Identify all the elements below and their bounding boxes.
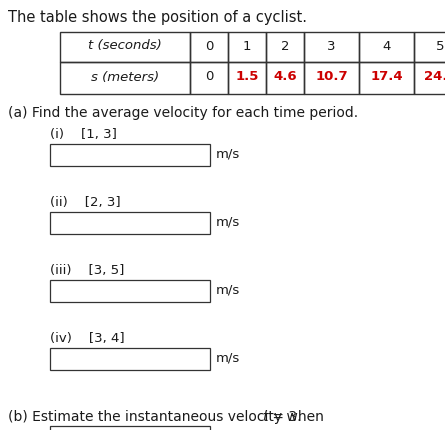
Bar xyxy=(60,62,190,94)
Bar xyxy=(266,32,304,62)
Bar xyxy=(50,348,210,370)
Text: (i)    [1, 3]: (i) [1, 3] xyxy=(50,128,117,141)
Bar xyxy=(50,144,210,166)
Text: m/s: m/s xyxy=(216,215,240,228)
Bar xyxy=(304,32,359,62)
Text: s (meters): s (meters) xyxy=(91,71,159,83)
Bar xyxy=(228,32,266,62)
Bar xyxy=(359,62,414,94)
Text: 5: 5 xyxy=(436,40,444,52)
Text: (a) Find the average velocity for each time period.: (a) Find the average velocity for each t… xyxy=(8,106,358,120)
Text: (iv)    [3, 4]: (iv) [3, 4] xyxy=(50,332,125,345)
Bar xyxy=(50,280,210,302)
Text: (b) Estimate the instantaneous velocity when: (b) Estimate the instantaneous velocity … xyxy=(8,410,328,424)
Text: (ii)    [2, 3]: (ii) [2, 3] xyxy=(50,196,121,209)
Bar xyxy=(414,62,445,94)
Text: (iii)    [3, 5]: (iii) [3, 5] xyxy=(50,264,124,277)
Text: 24.2: 24.2 xyxy=(424,71,445,83)
Bar xyxy=(50,426,210,430)
Bar xyxy=(414,32,445,62)
Bar xyxy=(50,212,210,234)
Text: 0: 0 xyxy=(205,71,213,83)
Text: 1: 1 xyxy=(243,40,251,52)
Text: 2: 2 xyxy=(281,40,289,52)
Bar xyxy=(359,32,414,62)
Bar xyxy=(266,62,304,94)
Text: 17.4: 17.4 xyxy=(370,71,403,83)
Text: t (seconds): t (seconds) xyxy=(88,40,162,52)
Text: 1.5: 1.5 xyxy=(235,71,259,83)
Bar xyxy=(60,32,190,62)
Bar xyxy=(190,62,228,94)
Text: m/s: m/s xyxy=(216,283,240,297)
Text: 3: 3 xyxy=(327,40,336,52)
Text: = 3.: = 3. xyxy=(268,410,302,424)
Text: 10.7: 10.7 xyxy=(315,71,348,83)
Text: 0: 0 xyxy=(205,40,213,52)
Text: m/s: m/s xyxy=(216,147,240,160)
Text: m/s: m/s xyxy=(216,351,240,365)
Bar xyxy=(190,32,228,62)
Text: The table shows the position of a cyclist.: The table shows the position of a cyclis… xyxy=(8,10,307,25)
Text: 4: 4 xyxy=(382,40,391,52)
Text: t: t xyxy=(262,410,268,424)
Text: 4.6: 4.6 xyxy=(273,71,297,83)
Bar xyxy=(228,62,266,94)
Bar xyxy=(304,62,359,94)
